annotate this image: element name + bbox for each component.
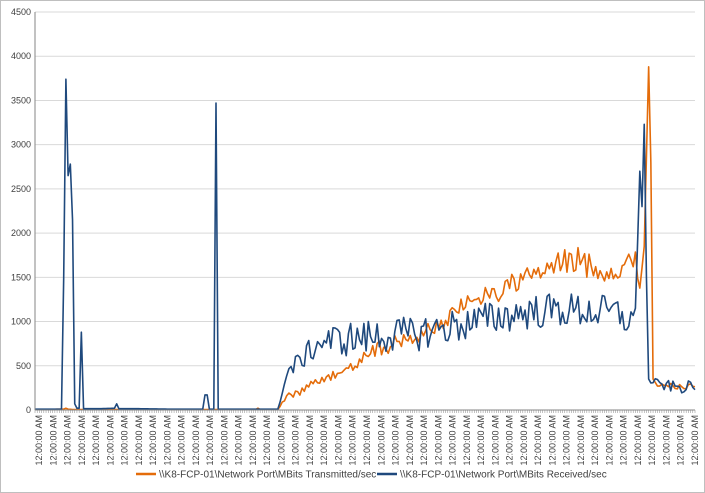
x-tick-label: 12:00:00 AM: [590, 415, 600, 466]
x-tick-label: 12:00:00 AM: [490, 415, 500, 466]
x-tick-label: 12:00:00 AM: [48, 415, 58, 466]
x-tick-label: 12:00:00 AM: [134, 415, 144, 466]
y-tick-label: 2000: [11, 228, 31, 238]
axis-layer: 0 500 1000 1500 2000 2500 3000 3500 4000 4500 12:0…: [11, 7, 700, 466]
x-tick-label: 12:00:00 AM: [448, 415, 458, 466]
x-tick-label: 12:00:00 AM: [419, 415, 429, 466]
x-tick-label: 12:00:00 AM: [234, 415, 244, 466]
y-tick-label: 3000: [11, 140, 31, 150]
grid-layer: [35, 11, 695, 411]
legend-label: \\K8-FCP-01\Network Port\MBits Transmitt…: [159, 470, 376, 481]
x-tick-label: 12:00:00 AM: [63, 415, 73, 466]
x-tick-label: 12:00:00 AM: [262, 415, 272, 466]
series-layer: [34, 66, 696, 411]
y-tick-label: 1000: [11, 317, 31, 327]
x-tick-label: 12:00:00 AM: [547, 415, 557, 466]
x-tick-label: 12:00:00 AM: [305, 415, 315, 466]
x-tick-label: 12:00:00 AM: [148, 415, 158, 466]
x-tick-label: 12:00:00 AM: [105, 415, 115, 466]
x-tick-label: 12:00:00 AM: [248, 415, 258, 466]
x-tick-label: 12:00:00 AM: [533, 415, 543, 466]
legend: \\K8-FCP-01\Network Port\MBits Transmitt…: [136, 470, 607, 481]
x-tick-label: 12:00:00 AM: [661, 415, 671, 466]
x-tick-label: 12:00:00 AM: [576, 415, 586, 466]
x-tick-label: 12:00:00 AM: [162, 415, 172, 466]
y-tick-label: 3500: [11, 95, 31, 105]
x-tick-label: 12:00:00 AM: [619, 415, 629, 466]
x-tick-label: 12:00:00 AM: [676, 415, 686, 466]
x-tick-label: 12:00:00 AM: [333, 415, 343, 466]
x-tick-label: 12:00:00 AM: [505, 415, 515, 466]
y-tick-label: 2500: [11, 184, 31, 194]
x-tick-label: 12:00:00 AM: [690, 415, 700, 466]
legend-label: \\K8-FCP-01\Network Port\MBits Received/…: [400, 470, 607, 481]
x-tick-label: 12:00:00 AM: [219, 415, 229, 466]
x-tick-label: 12:00:00 AM: [647, 415, 657, 466]
x-tick-label: 12:00:00 AM: [348, 415, 358, 466]
x-tick-label: 12:00:00 AM: [276, 415, 286, 466]
x-tick-label: 12:00:00 AM: [405, 415, 415, 466]
y-tick-label: 0: [26, 405, 31, 415]
y-tick-label: 4000: [11, 51, 31, 61]
x-tick-label: 12:00:00 AM: [205, 415, 215, 466]
x-tick-label: 12:00:00 AM: [391, 415, 401, 466]
x-tick-label: 12:00:00 AM: [362, 415, 372, 466]
x-tick-label: 12:00:00 AM: [91, 415, 101, 466]
x-tick-label: 12:00:00 AM: [34, 415, 44, 466]
y-tick-label: 4500: [11, 7, 31, 17]
series-line-received: [35, 78, 696, 410]
x-tick-label: 12:00:00 AM: [562, 415, 572, 466]
x-tick-label: 12:00:00 AM: [191, 415, 201, 466]
x-tick-label: 12:00:00 AM: [319, 415, 329, 466]
x-tick-label: 12:00:00 AM: [77, 415, 87, 466]
x-tick-label: 12:00:00 AM: [433, 415, 443, 466]
y-tick-label: 500: [16, 361, 31, 371]
x-tick-label: 12:00:00 AM: [604, 415, 614, 466]
x-tick-label: 12:00:00 AM: [519, 415, 529, 466]
y-tick-label: 1500: [11, 272, 31, 282]
x-tick-label: 12:00:00 AM: [633, 415, 643, 466]
x-tick-label: 12:00:00 AM: [120, 415, 130, 466]
series-line-transmitted: [34, 66, 696, 411]
x-tick-label: 12:00:00 AM: [291, 415, 301, 466]
x-tick-label: 12:00:00 AM: [177, 415, 187, 466]
x-tick-label: 12:00:00 AM: [476, 415, 486, 466]
x-tick-label: 12:00:00 AM: [376, 415, 386, 466]
x-tick-label: 12:00:00 AM: [462, 415, 472, 466]
